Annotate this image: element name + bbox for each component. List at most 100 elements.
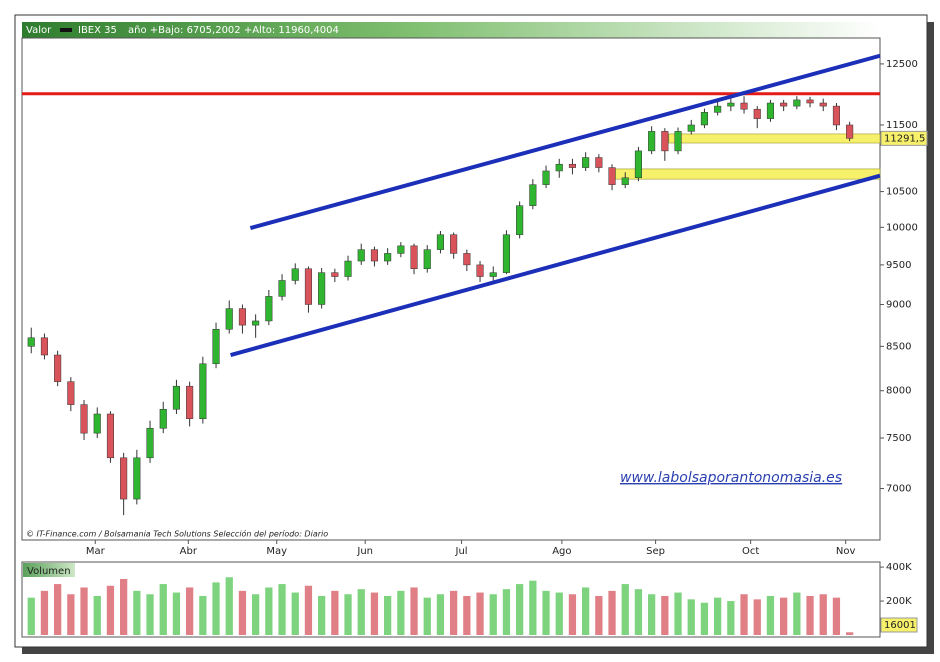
volume-bar (542, 590, 550, 635)
volume-bar (331, 590, 339, 635)
footer: © IT-Finance.com / Bolsamania Tech Solut… (26, 529, 328, 539)
volume-bar (172, 592, 181, 635)
volume-bar (278, 584, 286, 635)
volume-bar (265, 587, 273, 635)
volume-bar (608, 590, 616, 635)
volume-bar (700, 602, 709, 635)
x-tick-label: Jun (356, 546, 373, 557)
y-tick-label: 7500 (886, 433, 911, 444)
candle-body (410, 245, 418, 270)
x-tick-label: Mar (86, 546, 106, 557)
y-tick-label: 9500 (886, 260, 911, 271)
y-tick-label: 12500 (886, 59, 918, 70)
volume-bar (780, 597, 788, 635)
volume-bar (436, 594, 445, 635)
volume-bar (463, 595, 471, 635)
volume-bar (146, 594, 154, 635)
candle-body (634, 150, 642, 179)
candle-body (568, 163, 576, 168)
candle-body (67, 381, 75, 405)
price-plot (22, 53, 881, 516)
candle-body (476, 264, 484, 277)
volume-bar (648, 594, 656, 635)
volume-title: Volumen (27, 566, 71, 577)
last-price-box (880, 130, 928, 146)
y-tick-label: 7000 (886, 484, 911, 495)
volume-bar (397, 590, 405, 635)
volume-bar (291, 592, 299, 635)
candle-body (542, 170, 550, 185)
volume-bar (93, 595, 101, 635)
volume-bar (516, 584, 524, 635)
candle-body (106, 413, 114, 459)
candle-body (714, 105, 722, 113)
volume-bar (212, 582, 220, 635)
candle-body (291, 268, 299, 281)
candle-body (397, 245, 405, 254)
volume-bar (529, 580, 537, 635)
candle-body (357, 249, 365, 262)
volume-bar (304, 585, 313, 635)
volume-bar (80, 587, 88, 635)
volume-bar (753, 599, 761, 635)
volume-bar (120, 578, 128, 635)
volume-y-tick-label: 200K (886, 596, 912, 607)
candle-body (621, 177, 629, 185)
watermark: www.labolsaporantonomasia.es (620, 470, 842, 486)
candle-body (727, 102, 735, 107)
volume-bar (568, 594, 577, 635)
volume-bar (225, 577, 233, 635)
candle-body (687, 124, 695, 132)
volume-bar (846, 632, 854, 635)
candle-body (450, 234, 458, 254)
volume-bar (832, 597, 841, 635)
x-tick-label: Jul (455, 546, 468, 557)
candle-body (674, 131, 682, 152)
candle-body (832, 105, 840, 126)
volume-bar (344, 594, 352, 635)
candle-body (186, 385, 194, 419)
candle-body (40, 337, 48, 356)
symbol: IBEX 35 (78, 25, 117, 36)
last-price-label: 11291,5 (884, 133, 925, 144)
candle-body (278, 280, 286, 297)
volume-bar (159, 584, 167, 635)
candle-body (199, 363, 207, 419)
candle-body (344, 260, 352, 277)
volume-y-tick-label: 400K (886, 562, 912, 573)
volume-bar (370, 592, 379, 635)
candle-body (370, 249, 378, 262)
y-tick-label: 8500 (886, 341, 911, 352)
candle-body (582, 157, 590, 168)
candle-body (331, 272, 339, 277)
candle-body (700, 112, 708, 126)
y-tick-label: 8000 (886, 386, 911, 397)
volume-bar (410, 587, 418, 635)
volume-bar (318, 595, 326, 635)
legend-swatch (60, 28, 72, 32)
candle-body (252, 320, 260, 326)
candle-body (436, 234, 444, 250)
range-text: año +Bajo: 6705,2002 +Alto: 11960,4004 (128, 25, 339, 36)
volume-bar (489, 594, 497, 635)
volume-bar (595, 595, 603, 635)
candle-body (819, 102, 827, 107)
candle-body (159, 409, 167, 429)
volume-bar (793, 592, 801, 635)
candle-body (27, 337, 35, 347)
volume-bar (252, 594, 260, 635)
candle-body (793, 99, 801, 107)
candle-body (846, 124, 854, 139)
volume-bar (450, 590, 458, 635)
candle-body (80, 404, 88, 434)
candle-body (238, 308, 246, 326)
candle-body (93, 413, 101, 434)
x-tick-label: Sep (646, 546, 665, 557)
y-tick-label: 11500 (886, 120, 918, 131)
candle-body (212, 329, 220, 365)
x-tick-label: May (266, 546, 287, 557)
volume-bar (54, 584, 62, 635)
volume-bar (727, 601, 735, 635)
volume-bar (582, 587, 590, 635)
